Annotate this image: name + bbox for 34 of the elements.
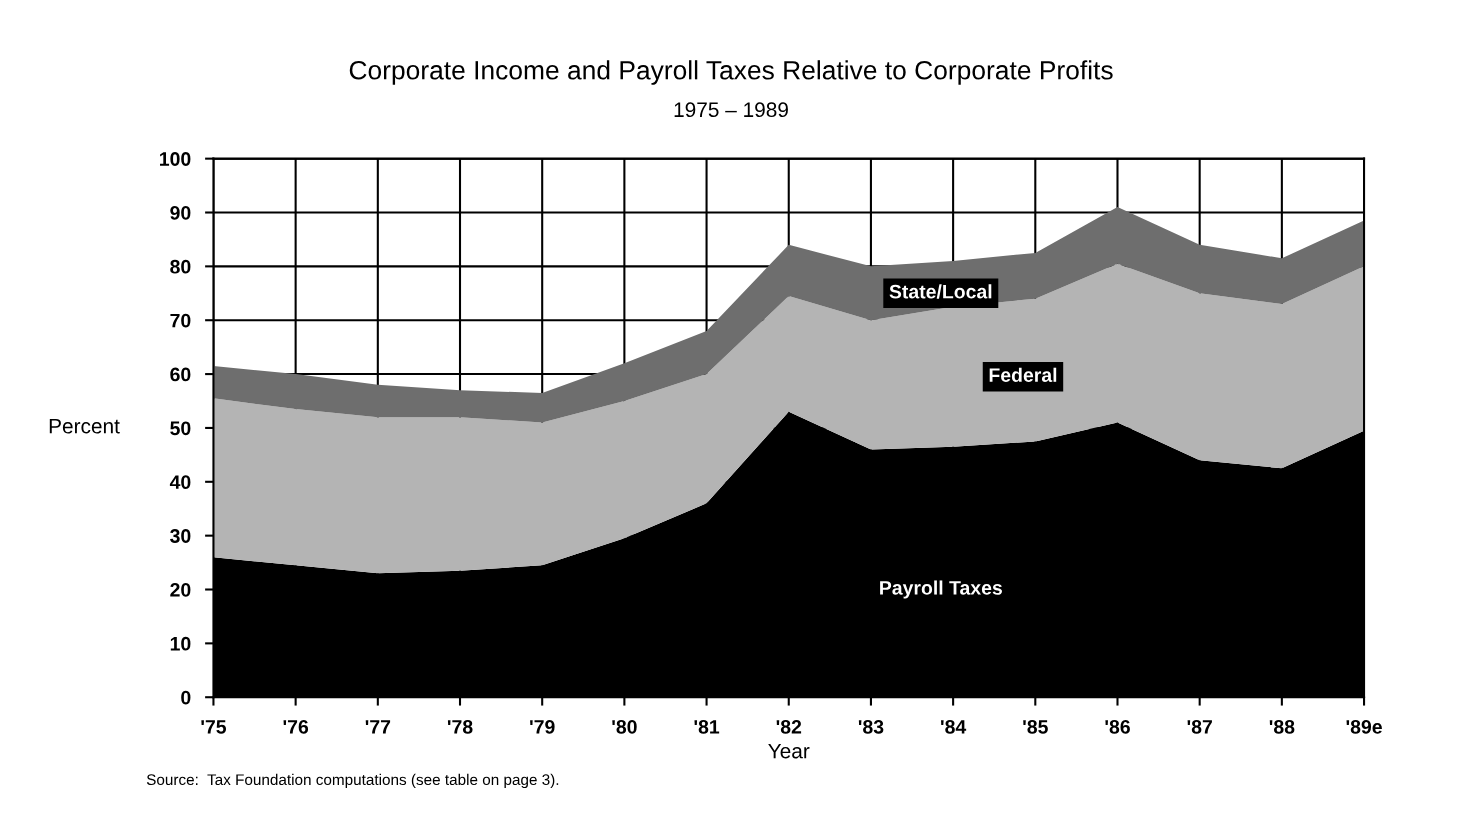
source-note: Source: Tax Foundation computations (see table on page 3). <box>146 773 559 789</box>
series-label: Payroll Taxes <box>880 580 1002 599</box>
chart-subtitle: 1975 – 1989 <box>674 102 788 118</box>
y-tick-label: 40 <box>169 475 191 490</box>
x-tick-label: '83 <box>858 719 884 734</box>
x-tick-label: '79 <box>530 719 555 734</box>
y-tick-label: 10 <box>170 636 191 651</box>
y-axis-title: Percent <box>49 418 120 434</box>
x-tick-label: '84 <box>941 719 967 734</box>
x-tick-label: '86 <box>1105 719 1130 734</box>
x-tick-label: '76 <box>283 719 309 734</box>
x-tick-label: '77 <box>365 720 391 734</box>
y-tick-label: 70 <box>170 313 191 328</box>
x-tick-label: '88 <box>1269 719 1295 734</box>
x-tick-label: '80 <box>612 719 637 734</box>
x-tick-label: '85 <box>1023 719 1048 734</box>
x-tick-label: '87 <box>1187 719 1212 734</box>
chart-title: Corporate Income and Payroll Taxes Relative to Corporate Profits <box>349 60 1113 85</box>
y-tick-label: 60 <box>170 367 191 382</box>
y-tick-label: 0 <box>181 690 191 705</box>
x-tick-label: '82 <box>776 719 802 734</box>
x-tick-label: '75 <box>201 720 227 734</box>
x-tick-label: '81 <box>694 719 720 734</box>
x-tick-label: '89e <box>1346 719 1382 734</box>
series-label: State/Local <box>889 284 992 299</box>
y-tick-label: 80 <box>170 259 191 274</box>
y-tick-label: 100 <box>160 152 191 166</box>
y-tick-label: 90 <box>170 205 191 220</box>
series-label: Federal <box>989 367 1057 382</box>
x-axis-title: Year <box>768 743 810 759</box>
x-tick-label: '78 <box>447 719 473 734</box>
y-tick-label: 30 <box>170 529 191 543</box>
y-tick-label: 20 <box>170 582 191 597</box>
y-tick-label: 50 <box>170 421 191 436</box>
